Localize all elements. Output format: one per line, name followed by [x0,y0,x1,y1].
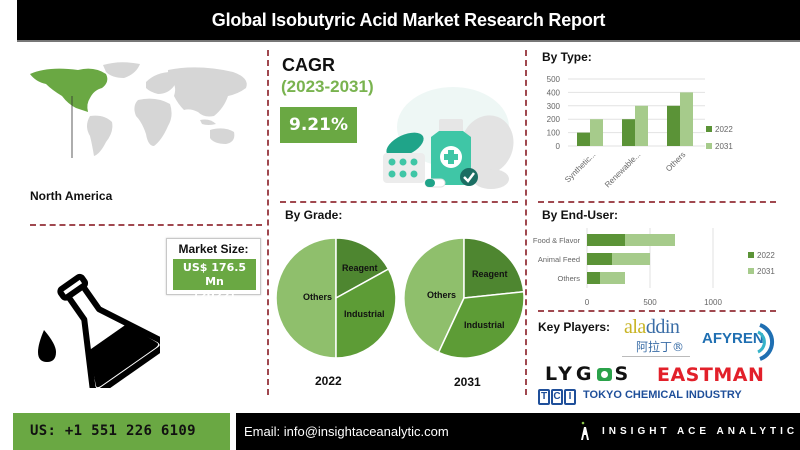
bar-renewable-2031 [635,105,648,146]
grade-pie-2022: Others Reagent Industrial [275,237,397,359]
footer-phone[interactable]: US: +1 551 226 6109 [30,423,196,439]
cagr-value: 9.21% [280,107,357,143]
lygos-text-post: S [614,363,633,385]
pie-2022-reagent-label: Reagent [342,263,378,273]
enduser-legend-2031: 2031 [757,267,775,276]
tci-name: TOKYO CHEMICAL INDUSTRY [583,389,742,401]
market-size-label: Market Size: [178,242,249,256]
svg-text:Animal Feed: Animal Feed [538,255,580,264]
svg-text:Others: Others [557,274,580,283]
bar-renewable-2022 [622,119,635,146]
market-size-value-box: US$ 176.5 Mn (2022) [173,259,256,302]
divider-left [267,50,269,395]
svg-text:200: 200 [547,115,561,124]
bar-others-2031 [680,92,693,146]
footer-contact-bar: Email: info@insightaceanalytic.com INSIG… [236,413,800,450]
region-label: North America [30,189,113,203]
lygos-text-pre: LYG [545,363,596,385]
enduser-bar-chart: Food & Flavor Animal Feed Others 0 500 1… [533,228,775,307]
pie-2022-industrial-label: Industrial [344,309,385,319]
market-size-value: US$ 176.5 Mn [182,261,247,288]
medicine-illustration-icon [383,87,514,189]
footer-email[interactable]: Email: info@insightaceanalytic.com [244,424,449,439]
divider-center-h [280,201,518,203]
type-legend-2022: 2022 [715,125,733,134]
insight-ace-logo-icon [581,421,589,440]
footer-phone-box: US: +1 551 226 6109 [13,413,230,450]
svg-text:100: 100 [547,129,561,138]
grade-pie-2031: Others Reagent Industrial [403,237,525,359]
aladdin-latin-a: ala [624,316,646,338]
type-legend-2031: 2031 [715,142,733,151]
bar-synthetic-2022 [577,132,590,146]
market-size-card: Market Size: US$ 176.5 Mn (2022) [166,238,261,302]
market-size-year: (2022) [194,289,235,302]
pie-2031-year: 2031 [454,375,481,389]
report-title: Global Isobutyric Acid Market Research R… [211,10,606,30]
bar-synthetic-2031 [590,119,603,146]
afyren-arc-icon [757,323,775,361]
svg-text:500: 500 [547,75,561,84]
svg-text:300: 300 [547,102,561,111]
divider-left-h [30,224,262,226]
cagr-period: (2023-2031) [281,77,374,96]
bar-feed-2022 [587,253,612,265]
lygos-logo: LYG S [545,363,632,385]
cagr-title: CAGR [282,55,335,75]
afyren-text: AFYREN [702,330,764,347]
lygos-o-icon [596,368,612,381]
grade-section-title: By Grade: [285,208,343,222]
aladdin-logo: aladdin 阿拉丁® [622,316,694,358]
pie-2031-reagent-label: Reagent [472,269,508,279]
eastman-logo: EASTMAN [657,364,765,386]
svg-text:Renewable...: Renewable... [603,150,642,189]
svg-text:Food & Flavor: Food & Flavor [533,236,581,245]
bar-others-end-2031 [600,272,625,284]
bar-others-end-2022 [587,272,600,284]
pie-2031-industrial-label: Industrial [464,320,505,330]
bar-feed-2031 [612,253,650,265]
divider-right [525,50,527,395]
world-map [30,62,247,158]
svg-text:500: 500 [643,298,657,307]
svg-text:1000: 1000 [704,298,722,307]
flask-icon [38,273,160,388]
afyren-logo: AFYREN [700,322,790,362]
aladdin-latin-b: ddin [645,316,680,338]
aladdin-chinese: 阿拉丁® [636,340,685,354]
footer-brand-name: INSIGHT ACE ANALYTIC [602,426,799,437]
divider-right-h1 [538,201,776,203]
pie-2022-year: 2022 [315,374,342,388]
bar-food-2031 [625,234,675,246]
divider-right-h2 [538,310,776,312]
bar-others-2022 [667,105,680,146]
svg-text:0: 0 [585,298,590,307]
enduser-legend-2022: 2022 [757,251,775,260]
svg-text:400: 400 [547,88,561,97]
svg-text:0: 0 [556,142,561,151]
type-section-title: By Type: [542,50,592,64]
report-header: Global Isobutyric Acid Market Research R… [17,0,800,42]
svg-text:Others: Others [664,150,687,173]
bar-food-2022 [587,234,625,246]
north-america-highlight [30,68,108,112]
pie-2031-others-label: Others [427,290,456,300]
type-bar-chart: 500 400 300 200 100 0 Synthetic... Renew… [547,75,734,189]
key-players-title: Key Players: [538,320,611,334]
pie-2022-others-label: Others [303,292,332,302]
enduser-section-title: By End-User: [542,208,619,222]
svg-text:Synthetic...: Synthetic... [563,150,597,184]
